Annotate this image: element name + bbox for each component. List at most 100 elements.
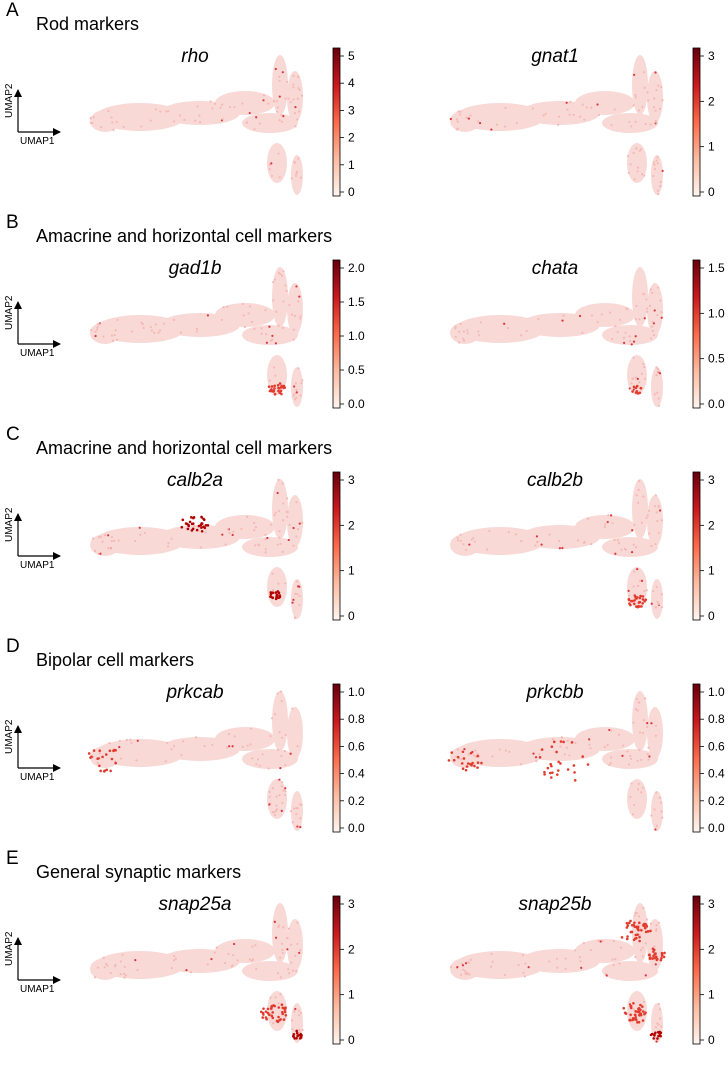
cell-point (289, 101, 292, 104)
cell-point (634, 708, 638, 711)
expressing-cell (92, 749, 96, 752)
cell-point (102, 956, 105, 959)
cell-point (296, 745, 299, 748)
cell-point (610, 123, 613, 127)
cell-point (651, 291, 654, 295)
cell-point (642, 495, 645, 498)
cell-point (279, 542, 282, 545)
expression-hotspot (647, 947, 666, 962)
cell-point (503, 322, 506, 325)
cell-point (630, 757, 633, 760)
cell-point (604, 523, 607, 526)
cell-point (300, 94, 304, 97)
cell-point (637, 501, 640, 504)
cell-point (520, 334, 523, 337)
cell-point (245, 121, 248, 124)
cell-point (301, 521, 304, 524)
cell-point (278, 778, 281, 781)
cell-point (645, 918, 649, 921)
expressing-cell (641, 598, 645, 601)
cell-point (286, 936, 289, 940)
cell-point (456, 965, 459, 969)
cell-point (635, 494, 638, 497)
colorbar-tick-label: 0.4 (708, 767, 725, 781)
cell-point (641, 955, 644, 958)
cell-point (490, 128, 493, 131)
expressing-cell (651, 957, 654, 960)
colorbar-tick-label: 0 (708, 185, 715, 199)
cell-point (661, 169, 664, 173)
cell-cluster (647, 495, 663, 547)
cell-point (281, 326, 285, 329)
colorbar-gradient (692, 895, 701, 1045)
cell-point (173, 954, 176, 958)
cell-point (634, 911, 637, 915)
expressing-cell (271, 1011, 275, 1014)
cell-point (637, 109, 640, 112)
cell-point (456, 748, 459, 751)
cell-point (565, 101, 568, 104)
cell-point (273, 514, 276, 517)
cell-point (271, 572, 274, 575)
colorbar-tick-label: 0 (708, 1033, 715, 1047)
cell-point (638, 701, 641, 704)
cell-point (285, 510, 288, 513)
cell-point (284, 97, 287, 100)
cell-point (271, 787, 274, 790)
cell-point (262, 94, 266, 97)
expressing-cell (629, 1018, 632, 1022)
cell-point (558, 115, 561, 118)
cell-point (129, 738, 132, 741)
cell-point (110, 539, 113, 543)
cell-point (629, 163, 632, 166)
cell-point (625, 307, 628, 310)
colorbar-tick-label: 1 (348, 158, 355, 172)
cell-point (628, 335, 631, 338)
cell-point (275, 100, 279, 103)
expressing-cell (284, 1006, 287, 1010)
cell-point (99, 552, 102, 555)
cell-point (654, 119, 657, 123)
umap-embedding (449, 55, 664, 196)
cell-point (636, 166, 640, 169)
cell-point (588, 743, 591, 746)
colorbar-tick-label: 0.6 (708, 739, 725, 753)
cell-point (498, 748, 501, 751)
cell-point (289, 943, 293, 946)
cell-point (653, 309, 656, 312)
gene-title: calb2a (167, 470, 223, 491)
colorbar-tick-label: 0.0 (708, 821, 725, 835)
panel-letter: E (6, 848, 19, 869)
cell-point (534, 756, 538, 759)
cell-point (634, 317, 637, 321)
cell-cluster (272, 55, 288, 115)
cell-point (476, 120, 480, 123)
cell-cluster (215, 303, 275, 327)
cell-point (597, 113, 600, 117)
cell-point (619, 318, 622, 321)
cell-point (272, 1022, 275, 1025)
cell-point (464, 972, 467, 975)
cell-point (626, 750, 629, 753)
cell-point (98, 323, 101, 326)
expressing-cell (264, 1010, 268, 1013)
gene-title: snap25b (519, 894, 592, 915)
expressing-cell (270, 1014, 274, 1018)
expressing-cell (642, 923, 645, 927)
cell-point (614, 325, 617, 328)
cell-point (213, 102, 217, 105)
cell-cluster (651, 367, 663, 407)
cell-cluster (272, 691, 288, 751)
cell-point (233, 106, 236, 109)
cell-point (655, 927, 658, 931)
expressing-cell (476, 761, 480, 765)
expression-hotspot (180, 515, 210, 533)
cell-point (98, 752, 101, 755)
cell-point (628, 387, 631, 390)
cell-point (292, 807, 296, 810)
expressing-cell (555, 750, 558, 754)
cell-point (278, 176, 281, 179)
cell-point (280, 699, 283, 703)
cell-point (253, 529, 256, 532)
cell-point (495, 123, 499, 126)
